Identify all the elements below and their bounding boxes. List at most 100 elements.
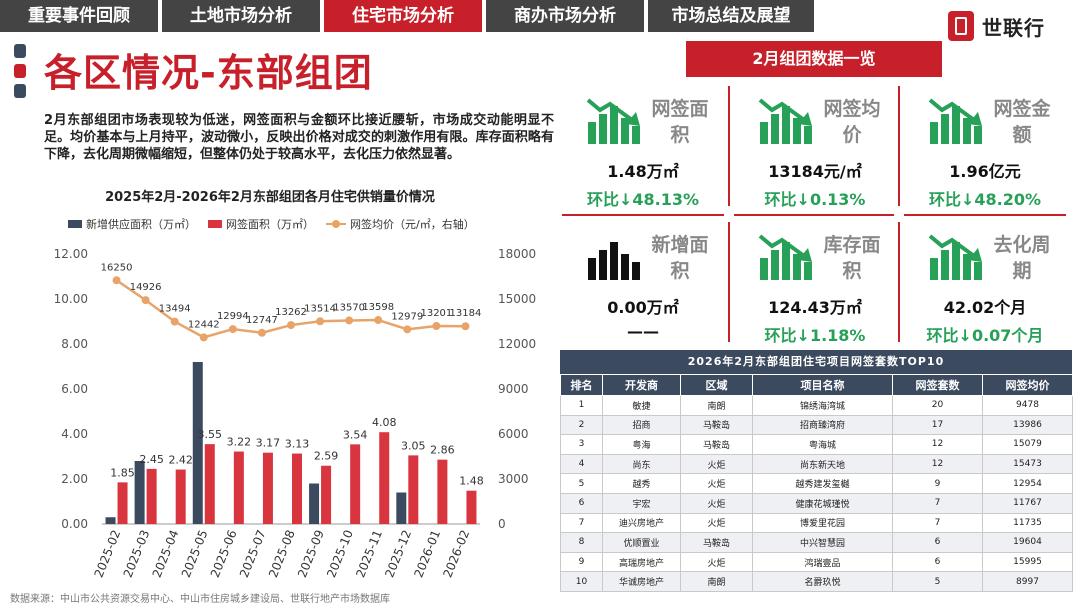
table-cell: 高瑞房地产	[602, 551, 681, 573]
metric-label: 网签面积	[651, 98, 709, 146]
legend-label: 网签面积（万㎡）	[226, 218, 314, 231]
metric-cards: 网签面积 1.48万㎡ 环比↓48.13% 网签均价 13184元/㎡ 环比↓0.13% 网…	[562, 86, 1072, 345]
y-right-tick-label: 6000	[498, 427, 529, 441]
legend-item-price: 网签均价（元/㎡，右轴）	[326, 216, 475, 232]
table-cell: 健康花城瑾悦	[752, 492, 893, 514]
table-cell: 名爵玖悦	[752, 571, 893, 592]
data-source: 数据来源：中山市公共资源交易中心、中山市住房城乡建设局、世联行地产市场数据库	[10, 594, 390, 605]
price-point	[316, 317, 325, 326]
brand-logo-text: 世联行	[982, 15, 1045, 40]
table-cell: 8997	[982, 571, 1073, 592]
table-cell: 6	[560, 492, 603, 514]
table-cell: 招商臻湾府	[752, 414, 893, 436]
table-row: 3 粤海 马鞍岛 粤海城 12 15079	[560, 434, 1073, 455]
price-point	[374, 316, 383, 325]
table-cell: 17	[892, 414, 983, 436]
tab-land-market[interactable]: 土地市场分析	[162, 0, 320, 32]
signed-area-bar	[321, 465, 332, 524]
table-cell: 8	[560, 532, 603, 553]
y-left-tick-label: 8.00	[61, 337, 88, 351]
table-cell: 2	[560, 414, 603, 436]
page-title: 各区情况-东部组团	[44, 51, 373, 95]
table-cell: 火炬	[680, 551, 753, 573]
table-cell: 博爱里花园	[752, 512, 893, 534]
table-cell: 20	[892, 395, 983, 416]
table-cell: 火炬	[680, 492, 753, 514]
signed-data-label: 2.42	[168, 454, 193, 467]
bar-down-icon	[758, 96, 818, 146]
price-data-label: 16250	[101, 262, 133, 273]
price-data-label: 13494	[159, 304, 191, 315]
table-row: 7 迪兴房地产 火炬 博爱里花园 7 11735	[560, 512, 1073, 534]
signed-data-label: 2.45	[139, 453, 164, 466]
legend-item-signed: 网签面积（万㎡）	[208, 216, 314, 232]
table-cell: 火炬	[680, 512, 753, 534]
x-tick-label: 2025-11	[353, 528, 385, 580]
price-point	[287, 321, 295, 330]
table-title: 2026年2月东部组团住宅项目网签套数TOP10	[560, 350, 1072, 374]
table-cell: 尚东新天地	[752, 453, 893, 475]
tab-commercial-market[interactable]: 商办市场分析	[486, 0, 644, 32]
y-right-tick-label: 9000	[498, 382, 529, 396]
signed-data-label: 3.22	[227, 436, 252, 449]
table-cell: 5	[560, 473, 603, 494]
price-data-label: 12979	[391, 311, 423, 322]
signed-area-bar	[262, 452, 273, 524]
metric-label: 去化周期	[993, 234, 1051, 282]
signed-area-bar	[408, 455, 419, 524]
metric-change: 环比↓0.07个月	[926, 326, 1044, 345]
column-header: 网签均价	[982, 374, 1073, 396]
signed-area-bar	[437, 459, 448, 524]
x-tick-label: 2025-10	[324, 528, 356, 580]
metric-value: 42.02个月	[943, 298, 1027, 317]
chart-title: 2025年2月-2026年2月东部组团各月住宅供销量价情况	[105, 190, 435, 205]
price-point	[461, 322, 470, 331]
x-tick-label: 2025-07	[237, 528, 269, 580]
table-row: 8 优顺置业 马鞍岛 中兴智慧园 6 19604	[560, 532, 1073, 553]
signed-area-bar	[117, 482, 128, 524]
table-cell: 越秀建发玺樾	[752, 473, 893, 494]
tab-residential-market[interactable]: 住宅市场分析	[324, 0, 482, 32]
metric-value: 0.00万㎡	[607, 298, 679, 317]
table-cell: 宇宏	[602, 492, 681, 514]
metric-label: 网签金额	[993, 98, 1051, 146]
card-divider	[904, 214, 1066, 216]
table-cell: 4	[560, 453, 603, 475]
metric-change: 环比↓0.13%	[764, 190, 866, 209]
price-point	[141, 296, 150, 305]
column-header: 网签套数	[892, 374, 983, 396]
signed-area-bar	[233, 451, 244, 524]
metric-label: 网签均价	[823, 98, 881, 146]
metric-value: 1.96亿元	[949, 162, 1021, 181]
table-cell: 南朗	[680, 395, 753, 416]
price-data-label: 13184	[450, 308, 482, 319]
table-row: 5 越秀 火炬 越秀建发玺樾 9 12954	[560, 473, 1073, 494]
bar-chart-icon	[586, 232, 646, 282]
y-left-tick-label: 12.00	[54, 247, 88, 261]
card-divider	[898, 86, 900, 206]
price-data-label: 12747	[246, 315, 278, 326]
tab-summary-outlook[interactable]: 市场总结及展望	[648, 0, 814, 32]
table-cell: 南朗	[680, 571, 753, 592]
tab-key-events[interactable]: 重要事件回顾	[0, 0, 158, 32]
y-right-tick-label: 15000	[498, 292, 536, 306]
signed-area-bar	[466, 490, 477, 524]
price-point	[199, 333, 208, 342]
card-divider	[728, 86, 730, 206]
metric-card: 网签面积 1.48万㎡ 环比↓48.13%	[562, 86, 724, 209]
table-cell: 鸿瑞壹品	[752, 551, 893, 573]
price-data-label: 13201	[420, 308, 452, 319]
card-divider	[562, 214, 724, 216]
bar-down-icon	[586, 96, 646, 146]
price-data-label: 14926	[130, 282, 162, 293]
table-cell: 华诚房地产	[602, 571, 681, 592]
x-tick-label: 2026-02	[440, 528, 472, 580]
brand-logo: 世联行	[948, 8, 1074, 44]
metric-card: 网签均价 13184元/㎡ 环比↓0.13%	[734, 86, 896, 209]
y-left-tick-label: 4.00	[61, 427, 88, 441]
x-tick-label: 2025-08	[266, 528, 298, 580]
y-right-tick-label: 12000	[498, 337, 536, 351]
column-header: 项目名称	[752, 374, 893, 396]
title-bullets	[14, 44, 26, 104]
signed-data-label: 2.59	[314, 450, 339, 463]
